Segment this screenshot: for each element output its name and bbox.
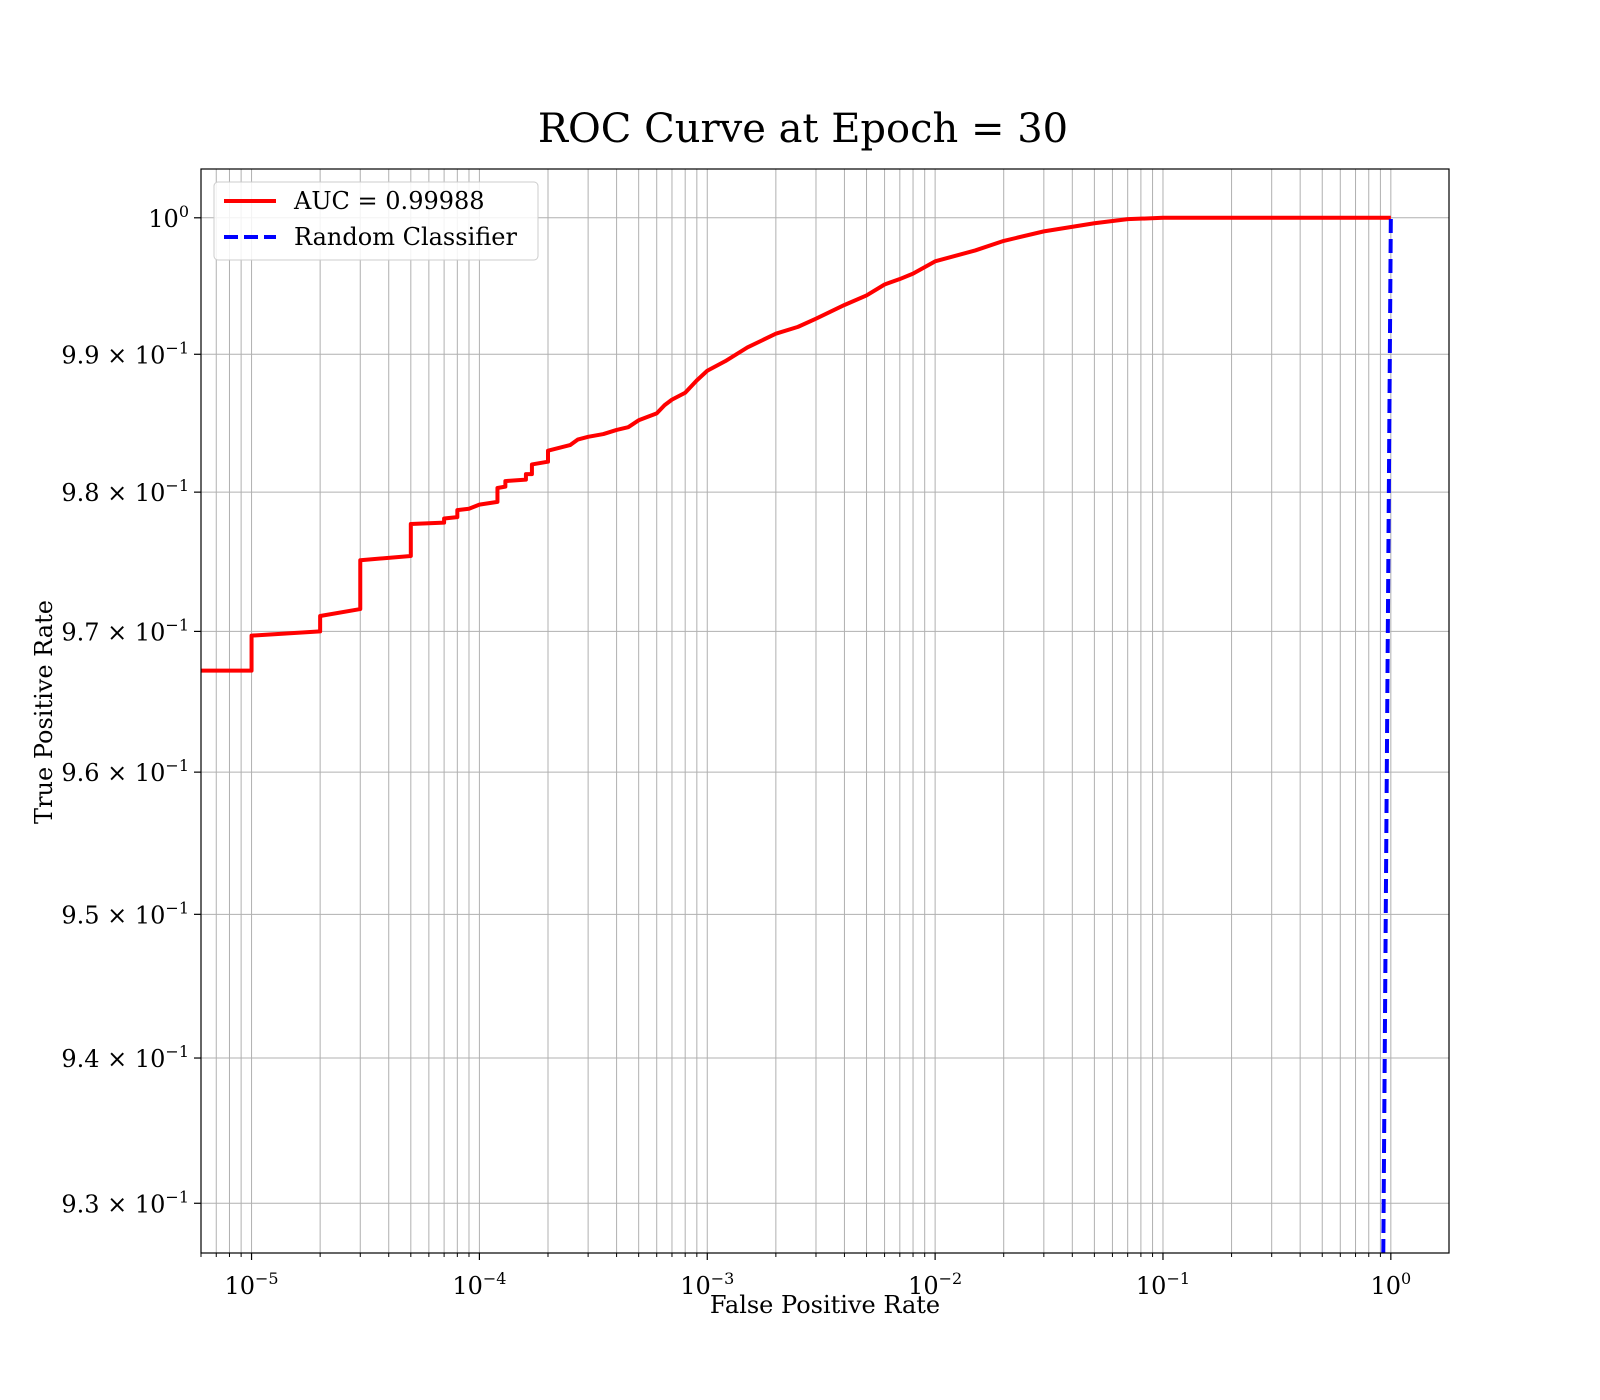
x-tick-label: 10−5	[224, 1269, 278, 1300]
y-tick-label: 9.8 × 10−1	[61, 476, 189, 507]
random-classifier-line	[1381, 217, 1393, 1253]
x-axis: 10−5 10−4 10−3 10−2 10−1 100	[200, 1253, 1411, 1300]
y-tick-label: 9.9 × 10−1	[61, 338, 189, 369]
legend-label-auc: AUC = 0.99988	[293, 187, 485, 215]
grid	[200, 169, 1449, 1253]
y-tick-label: 9.5 × 10−1	[61, 898, 189, 929]
y-axis-label: True Positive Rate	[30, 600, 58, 824]
legend-label-random: Random Classifier	[294, 223, 517, 251]
legend-box	[213, 181, 539, 261]
x-tick-label: 10−2	[908, 1269, 962, 1300]
y-tick-label: 9.3 × 10−1	[61, 1187, 189, 1218]
plot-frame	[200, 168, 1450, 1254]
y-tick-label: 100	[148, 202, 189, 233]
y-tick-label: 9.6 × 10−1	[61, 756, 189, 787]
x-tick-label: 100	[1370, 1269, 1411, 1300]
x-tick-label: 10−3	[680, 1269, 734, 1300]
chart-title: ROC Curve at Epoch = 30	[538, 106, 1068, 152]
legend: AUC = 0.99988 Random Classifier	[213, 181, 539, 261]
y-axis: 100 9.9 × 10−1 9.8 × 10−1 9.7 × 10−1 9.6 × 1…	[61, 202, 201, 1218]
x-tick-label: 10−4	[452, 1269, 506, 1300]
plot-area	[201, 215, 1393, 1253]
y-tick-label: 9.4 × 10−1	[61, 1042, 189, 1073]
roc-curve-line	[201, 215, 1391, 673]
x-tick-label: 10−1	[1136, 1269, 1190, 1300]
x-axis-label: False Positive Rate	[710, 1291, 940, 1319]
y-tick-label: 9.7 × 10−1	[61, 615, 189, 646]
